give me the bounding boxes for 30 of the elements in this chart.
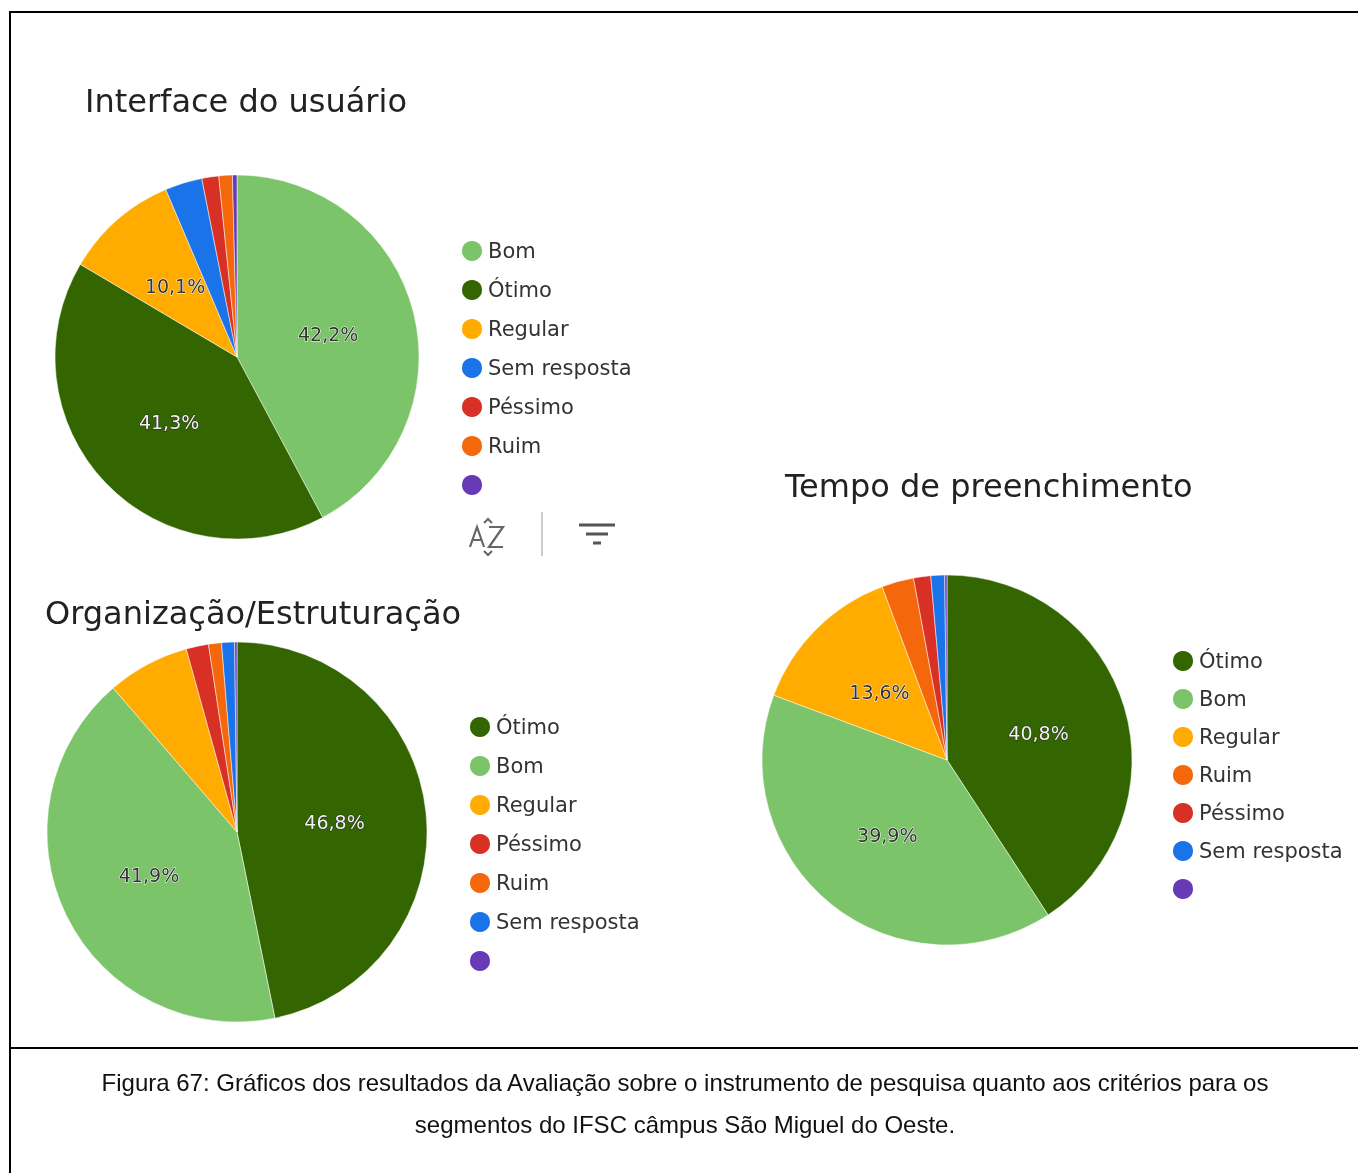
- legend-label: Ótimo: [488, 277, 552, 302]
- data-label: 42,2%: [298, 323, 359, 346]
- legend-label: Bom: [1199, 687, 1247, 711]
- data-label: 41,3%: [138, 410, 200, 433]
- legend-label: Péssimo: [496, 832, 582, 856]
- data-label: 46,8%: [304, 811, 365, 834]
- data-label: 10,1%: [144, 275, 206, 298]
- legend-label: Regular: [1199, 725, 1280, 749]
- legend-label: Sem resposta: [496, 910, 640, 934]
- legend-label: Ótimo: [1199, 648, 1263, 673]
- legend-label: Sem resposta: [488, 356, 632, 380]
- data-label: 39,9%: [857, 823, 918, 846]
- data-label: 13,6%: [849, 681, 910, 704]
- legend-label: Ótimo: [496, 714, 560, 739]
- data-label: 40,8%: [1008, 721, 1069, 744]
- legend-label: Regular: [488, 317, 569, 341]
- chart-title: Interface do usuário: [85, 82, 407, 120]
- legend-label: Ruim: [1199, 763, 1253, 787]
- chart-title: Tempo de preenchimento: [784, 467, 1193, 505]
- legend-label: Sem resposta: [1199, 839, 1343, 863]
- legend-label: Bom: [488, 239, 536, 263]
- text: Figura 67: Gráficos dos resultados da Avaliação sobre o instrumento de pesquisa quanto aos critérios para os segmentos do IFSC câmpus São Miguel do Oeste.: [100, 1068, 1270, 1140]
- legend-label: Péssimo: [488, 395, 574, 419]
- legend-label: Regular: [496, 793, 577, 817]
- data-label: 41,9%: [118, 864, 180, 887]
- legend-label: Bom: [496, 754, 544, 778]
- legend-label: Ruim: [496, 871, 550, 895]
- legend-label: Ruim: [488, 434, 542, 458]
- chart-title: Organização/Estruturação: [45, 594, 462, 632]
- legend-label: Péssimo: [1199, 801, 1285, 825]
